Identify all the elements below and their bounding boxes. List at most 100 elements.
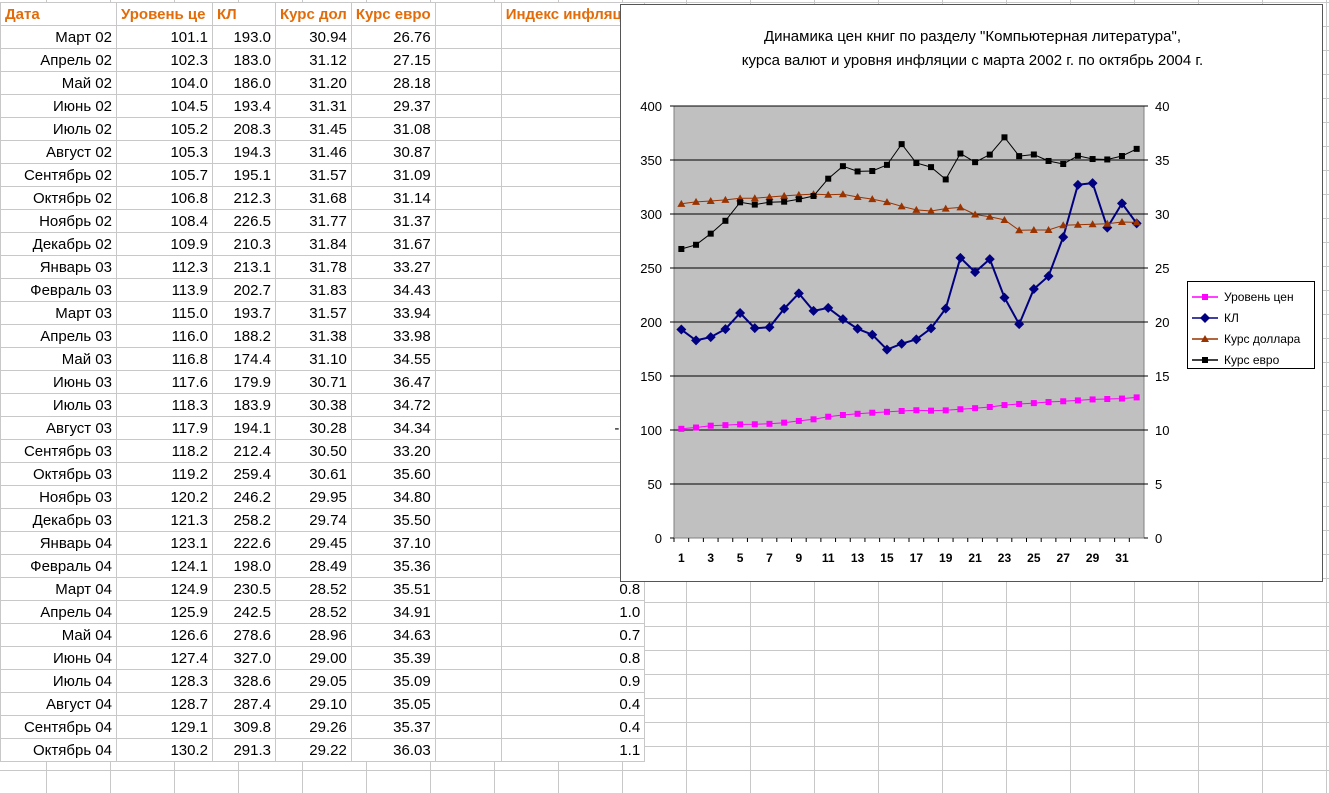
table-cell[interactable]: 29.74 xyxy=(275,508,352,532)
table-cell[interactable]: 30.28 xyxy=(275,416,352,440)
table-cell[interactable] xyxy=(434,669,502,693)
table-cell[interactable]: 1.1 xyxy=(500,738,646,762)
table-cell[interactable]: 104.0 xyxy=(116,71,213,95)
table-cell[interactable]: Октябрь 02 xyxy=(0,186,117,210)
table-cell[interactable]: 31.45 xyxy=(275,117,352,141)
table-cell[interactable]: 105.7 xyxy=(116,163,213,187)
table-cell[interactable]: 31.10 xyxy=(275,347,352,371)
table-cell[interactable] xyxy=(434,485,502,509)
table-cell[interactable]: Март 04 xyxy=(0,577,117,601)
table-cell[interactable]: 109.9 xyxy=(116,232,213,256)
table-cell[interactable]: 194.1 xyxy=(212,416,276,440)
table-cell[interactable]: 127.4 xyxy=(116,646,213,670)
table-cell[interactable] xyxy=(434,715,502,739)
chart-legend[interactable]: Уровень цен КЛ Курс доллара Курс евро xyxy=(1187,281,1315,369)
table-cell[interactable] xyxy=(434,94,502,118)
table-cell[interactable]: Июнь 02 xyxy=(0,94,117,118)
table-cell[interactable] xyxy=(434,577,502,601)
table-cell[interactable]: 115.0 xyxy=(116,301,213,325)
table-cell[interactable] xyxy=(434,692,502,716)
table-cell[interactable]: 35.51 xyxy=(350,577,436,601)
table-cell[interactable] xyxy=(434,255,502,279)
table-cell[interactable]: Август 02 xyxy=(0,140,117,164)
table-cell[interactable]: Октябрь 03 xyxy=(0,462,117,486)
table-cell[interactable]: 31.83 xyxy=(275,278,352,302)
table-cell[interactable] xyxy=(434,232,502,256)
header-cell-price-level[interactable]: Уровень це xyxy=(116,2,213,26)
table-cell[interactable]: 202.7 xyxy=(212,278,276,302)
table-cell[interactable]: Сентябрь 02 xyxy=(0,163,117,187)
table-cell[interactable] xyxy=(434,462,502,486)
table-cell[interactable]: 117.6 xyxy=(116,370,213,394)
table-cell[interactable]: 222.6 xyxy=(212,531,276,555)
table-cell[interactable]: 186.0 xyxy=(212,71,276,95)
table-cell[interactable]: 31.84 xyxy=(275,232,352,256)
table-cell[interactable]: Август 04 xyxy=(0,692,117,716)
table-cell[interactable]: 34.91 xyxy=(350,600,436,624)
table-cell[interactable]: Июнь 04 xyxy=(0,646,117,670)
table-cell[interactable]: Февраль 03 xyxy=(0,278,117,302)
table-cell[interactable]: 30.87 xyxy=(350,140,436,164)
table-cell[interactable]: 124.1 xyxy=(116,554,213,578)
table-cell[interactable]: 117.9 xyxy=(116,416,213,440)
table-cell[interactable] xyxy=(434,738,502,762)
table-cell[interactable]: 106.8 xyxy=(116,186,213,210)
table-cell[interactable]: 193.7 xyxy=(212,301,276,325)
table-cell[interactable] xyxy=(434,646,502,670)
table-cell[interactable]: 29.95 xyxy=(275,485,352,509)
table-cell[interactable] xyxy=(434,71,502,95)
table-cell[interactable]: 35.09 xyxy=(350,669,436,693)
table-cell[interactable]: 33.94 xyxy=(350,301,436,325)
legend-item[interactable]: Уровень цен xyxy=(1192,286,1314,307)
table-cell[interactable]: 226.5 xyxy=(212,209,276,233)
table-cell[interactable]: 128.3 xyxy=(116,669,213,693)
table-cell[interactable]: 30.61 xyxy=(275,462,352,486)
table-cell[interactable]: Апрель 04 xyxy=(0,600,117,624)
table-cell[interactable]: Февраль 04 xyxy=(0,554,117,578)
table-cell[interactable]: 118.2 xyxy=(116,439,213,463)
table-cell[interactable]: Январь 04 xyxy=(0,531,117,555)
table-cell[interactable] xyxy=(434,117,502,141)
table-cell[interactable]: Март 02 xyxy=(0,25,117,49)
table-cell[interactable] xyxy=(434,508,502,532)
table-cell[interactable]: 309.8 xyxy=(212,715,276,739)
table-cell[interactable]: 31.31 xyxy=(275,94,352,118)
table-cell[interactable] xyxy=(434,393,502,417)
table-cell[interactable]: Май 02 xyxy=(0,71,117,95)
table-cell[interactable]: 29.10 xyxy=(275,692,352,716)
table-cell[interactable]: 124.9 xyxy=(116,577,213,601)
header-cell-kl[interactable]: КЛ xyxy=(212,2,276,26)
table-cell[interactable]: 26.76 xyxy=(350,25,436,49)
table-cell[interactable]: 108.4 xyxy=(116,209,213,233)
table-cell[interactable]: 35.37 xyxy=(350,715,436,739)
table-cell[interactable] xyxy=(434,324,502,348)
table-cell[interactable]: 210.3 xyxy=(212,232,276,256)
header-cell-empty[interactable] xyxy=(434,2,502,26)
table-cell[interactable]: 29.05 xyxy=(275,669,352,693)
table-cell[interactable]: 29.00 xyxy=(275,646,352,670)
table-cell[interactable]: 31.14 xyxy=(350,186,436,210)
table-cell[interactable]: 29.22 xyxy=(275,738,352,762)
table-cell[interactable]: 36.03 xyxy=(350,738,436,762)
table-cell[interactable] xyxy=(434,278,502,302)
table-cell[interactable]: 116.0 xyxy=(116,324,213,348)
table-cell[interactable]: 328.6 xyxy=(212,669,276,693)
table-cell[interactable]: Март 03 xyxy=(0,301,117,325)
table-cell[interactable]: Ноябрь 02 xyxy=(0,209,117,233)
table-cell[interactable]: 112.3 xyxy=(116,255,213,279)
table-cell[interactable]: 34.80 xyxy=(350,485,436,509)
table-cell[interactable]: 31.20 xyxy=(275,71,352,95)
table-cell[interactable]: 27.15 xyxy=(350,48,436,72)
table-cell[interactable]: 34.72 xyxy=(350,393,436,417)
table-cell[interactable]: Июль 02 xyxy=(0,117,117,141)
table-cell[interactable]: 113.9 xyxy=(116,278,213,302)
table-cell[interactable]: 212.4 xyxy=(212,439,276,463)
table-cell[interactable]: 33.20 xyxy=(350,439,436,463)
table-cell[interactable]: Сентябрь 04 xyxy=(0,715,117,739)
table-cell[interactable]: 327.0 xyxy=(212,646,276,670)
header-cell-eur[interactable]: Курс евро xyxy=(350,2,436,26)
table-cell[interactable]: 212.3 xyxy=(212,186,276,210)
table-cell[interactable]: 230.5 xyxy=(212,577,276,601)
table-cell[interactable]: 120.2 xyxy=(116,485,213,509)
legend-item[interactable]: Курс доллара xyxy=(1192,328,1314,349)
